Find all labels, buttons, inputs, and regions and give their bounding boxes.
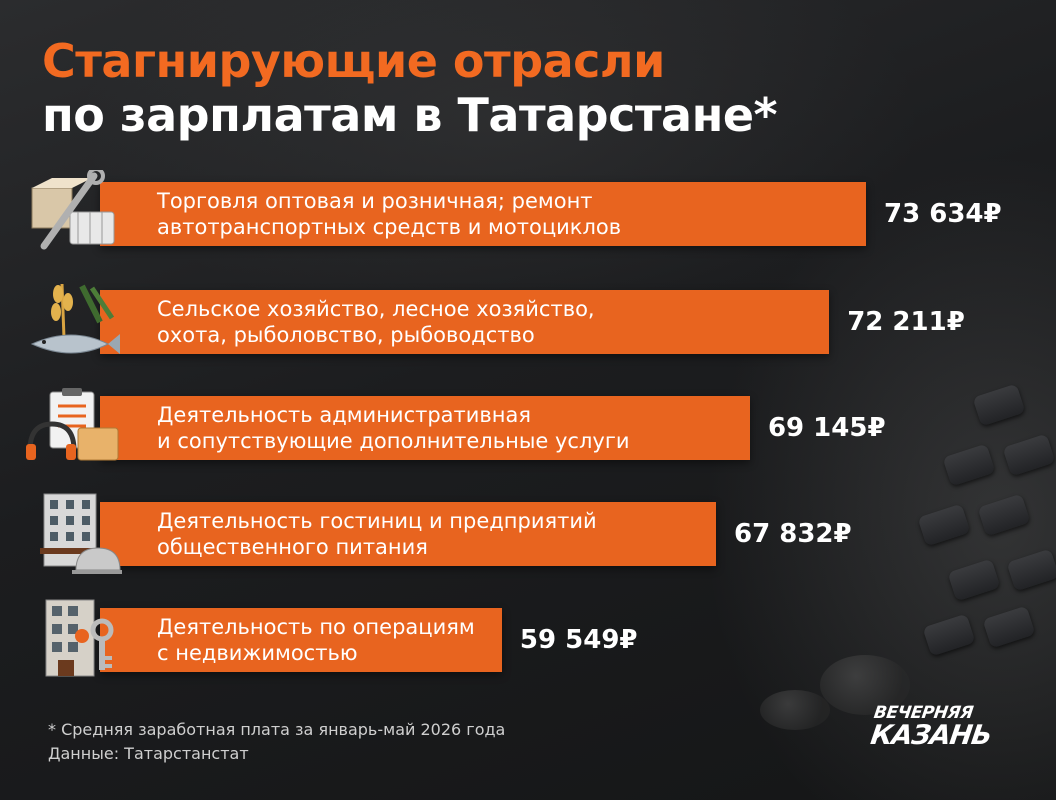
- category-label: Сельское хозяйство, лесное хозяйство, охо…: [157, 296, 595, 348]
- value-label: 69 145₽: [767, 413, 886, 443]
- footnote: * Средняя заработная плата за январь-май…: [48, 718, 505, 766]
- category-label-line: с недвижимостью: [157, 641, 358, 665]
- category-label-line: и сопутствующие дополнительные услуги: [157, 429, 630, 453]
- chart-row: Сельское хозяйство, лесное хозяйство, охо…: [0, 283, 1056, 354]
- footnote-note: * Средняя заработная плата за январь-май…: [48, 720, 506, 739]
- value-label: 73 634₽: [884, 199, 1002, 229]
- title-line-1: Стагнирующие отрасли: [42, 34, 665, 88]
- category-label: Деятельность по операциям с недвижимостью: [157, 614, 475, 666]
- chart-row: Торговля оптовая и розничная; ремонт авто…: [0, 167, 1056, 250]
- category-label-line: Сельское хозяйство, лесное хозяйство,: [157, 297, 595, 321]
- chart-bar: [100, 608, 502, 672]
- page-title: Стагнирующие отрасли по зарплатам в Тата…: [42, 34, 778, 142]
- wheat-fish-icon: [22, 278, 122, 366]
- category-label-line: Деятельность гостиниц и предприятий: [157, 509, 597, 533]
- chart-row: Деятельность по операциям с недвижимостью…: [0, 599, 1056, 677]
- coin-decoration: [760, 690, 830, 730]
- category-label-line: Деятельность по операциям: [157, 615, 475, 639]
- clipboard-headset-icon: [22, 384, 122, 472]
- chart-row: Деятельность административная и сопутству…: [0, 388, 1056, 461]
- category-label: Деятельность гостиниц и предприятий общес…: [157, 508, 597, 560]
- category-label-line: Деятельность административная: [157, 403, 532, 427]
- chart-row: Деятельность гостиниц и предприятий общес…: [0, 493, 1056, 574]
- hotel-cloche-icon: [22, 490, 124, 578]
- title-line-2: по зарплатам в Татарстане*: [42, 88, 778, 142]
- value-label: 72 211₽: [847, 307, 965, 337]
- category-label: Деятельность административная и сопутству…: [157, 402, 630, 454]
- chart-bar: [100, 290, 830, 354]
- value-label: 67 832₽: [734, 519, 852, 549]
- chart-bar: [100, 396, 750, 460]
- category-label: Торговля оптовая и розничная; ремонт авто…: [157, 188, 621, 240]
- category-label-line: автотранспортных средств и мотоциклов: [157, 215, 622, 239]
- chart-bar: [100, 502, 717, 566]
- category-label-line: охота, рыболовство, рыбоводство: [157, 323, 535, 347]
- logo-line-2: КАЗАНЬ: [868, 720, 994, 751]
- category-label-line: Торговля оптовая и розничная; ремонт: [157, 189, 593, 213]
- building-key-icon: [22, 596, 122, 684]
- value-label: 59 549₽: [519, 625, 638, 655]
- footnote-source: Данные: Татарстанстат: [48, 744, 249, 763]
- brand-logo: ВЕЧЕРНЯЯ КАЗАНЬ: [868, 703, 1015, 751]
- coin-decoration: [820, 655, 910, 715]
- box-wrench-basket-icon: [22, 167, 122, 258]
- category-label-line: общественного питания: [157, 535, 428, 559]
- chart-bar: [100, 182, 866, 246]
